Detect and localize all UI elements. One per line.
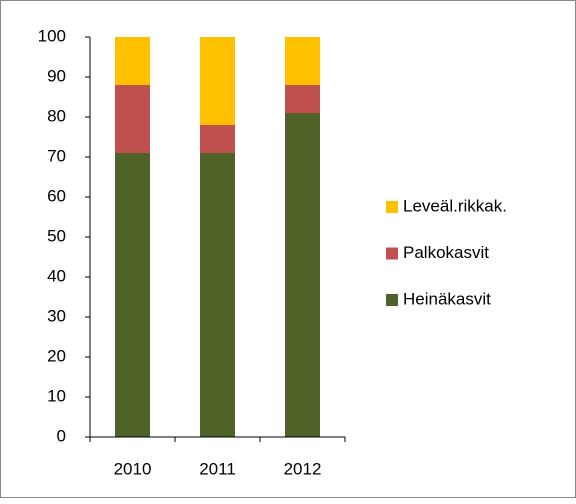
- bar-segment: [115, 153, 150, 437]
- legend-label: Leveäl.rikkak.: [403, 196, 507, 215]
- y-tick-label: 40: [47, 266, 66, 285]
- y-tick-label: 20: [47, 346, 66, 365]
- y-tick-label: 100: [38, 26, 66, 45]
- y-tick-label: 0: [57, 426, 66, 445]
- legend-swatch: [386, 294, 398, 306]
- bar-segment: [200, 153, 235, 437]
- y-tick-label: 60: [47, 186, 66, 205]
- x-tick-label: 2010: [114, 459, 152, 478]
- y-tick-label: 30: [47, 306, 66, 325]
- y-tick-label: 50: [47, 226, 66, 245]
- y-tick-label: 70: [47, 146, 66, 165]
- bar-segment: [285, 85, 320, 113]
- y-tick-label: 90: [47, 66, 66, 85]
- legend-swatch: [386, 247, 398, 260]
- x-tick-label: 2011: [199, 459, 236, 478]
- legend-label: Palkokasvit: [403, 243, 489, 262]
- bar-segment: [285, 113, 320, 437]
- bar-segment: [115, 37, 150, 85]
- bar-segment: [200, 37, 235, 125]
- y-tick-label: 80: [47, 106, 66, 125]
- bar-segment: [200, 125, 235, 153]
- x-tick-label: 2012: [284, 459, 322, 478]
- bar-segment: [285, 37, 320, 85]
- bar-segment: [115, 85, 150, 153]
- legend-swatch: [386, 201, 398, 213]
- legend-label: Heinäkasvit: [403, 289, 491, 308]
- y-tick-label: 10: [47, 386, 66, 405]
